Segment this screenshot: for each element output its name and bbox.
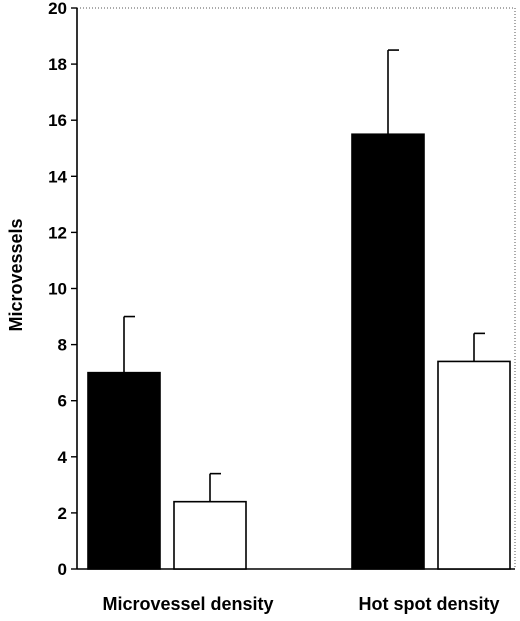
y-tick-label: 6 bbox=[58, 392, 67, 411]
y-tick-label: 14 bbox=[48, 167, 67, 186]
x-axis-labels: Microvessel density Hot spot density bbox=[102, 594, 499, 614]
x-category-label: Microvessel density bbox=[102, 594, 273, 614]
bar bbox=[87, 371, 161, 570]
y-tick-label: 4 bbox=[58, 448, 68, 467]
y-tick-label: 2 bbox=[58, 504, 67, 523]
y-tick-label: 16 bbox=[48, 111, 67, 130]
y-tick-label: 18 bbox=[48, 55, 67, 74]
bar bbox=[437, 360, 511, 570]
x-category-label: Hot spot density bbox=[358, 594, 499, 614]
y-tick-label: 10 bbox=[48, 280, 67, 299]
bar bbox=[351, 133, 425, 570]
y-tick-label: 12 bbox=[48, 223, 67, 242]
y-tick-label: 0 bbox=[58, 560, 67, 579]
bars bbox=[87, 133, 511, 570]
error-bars bbox=[123, 49, 485, 502]
plot-frame bbox=[77, 7, 516, 569]
y-tick-label: 8 bbox=[58, 336, 67, 355]
bar bbox=[173, 500, 247, 570]
y-axis-title: Microvessels bbox=[6, 218, 26, 331]
y-tick-label: 20 bbox=[48, 0, 67, 18]
